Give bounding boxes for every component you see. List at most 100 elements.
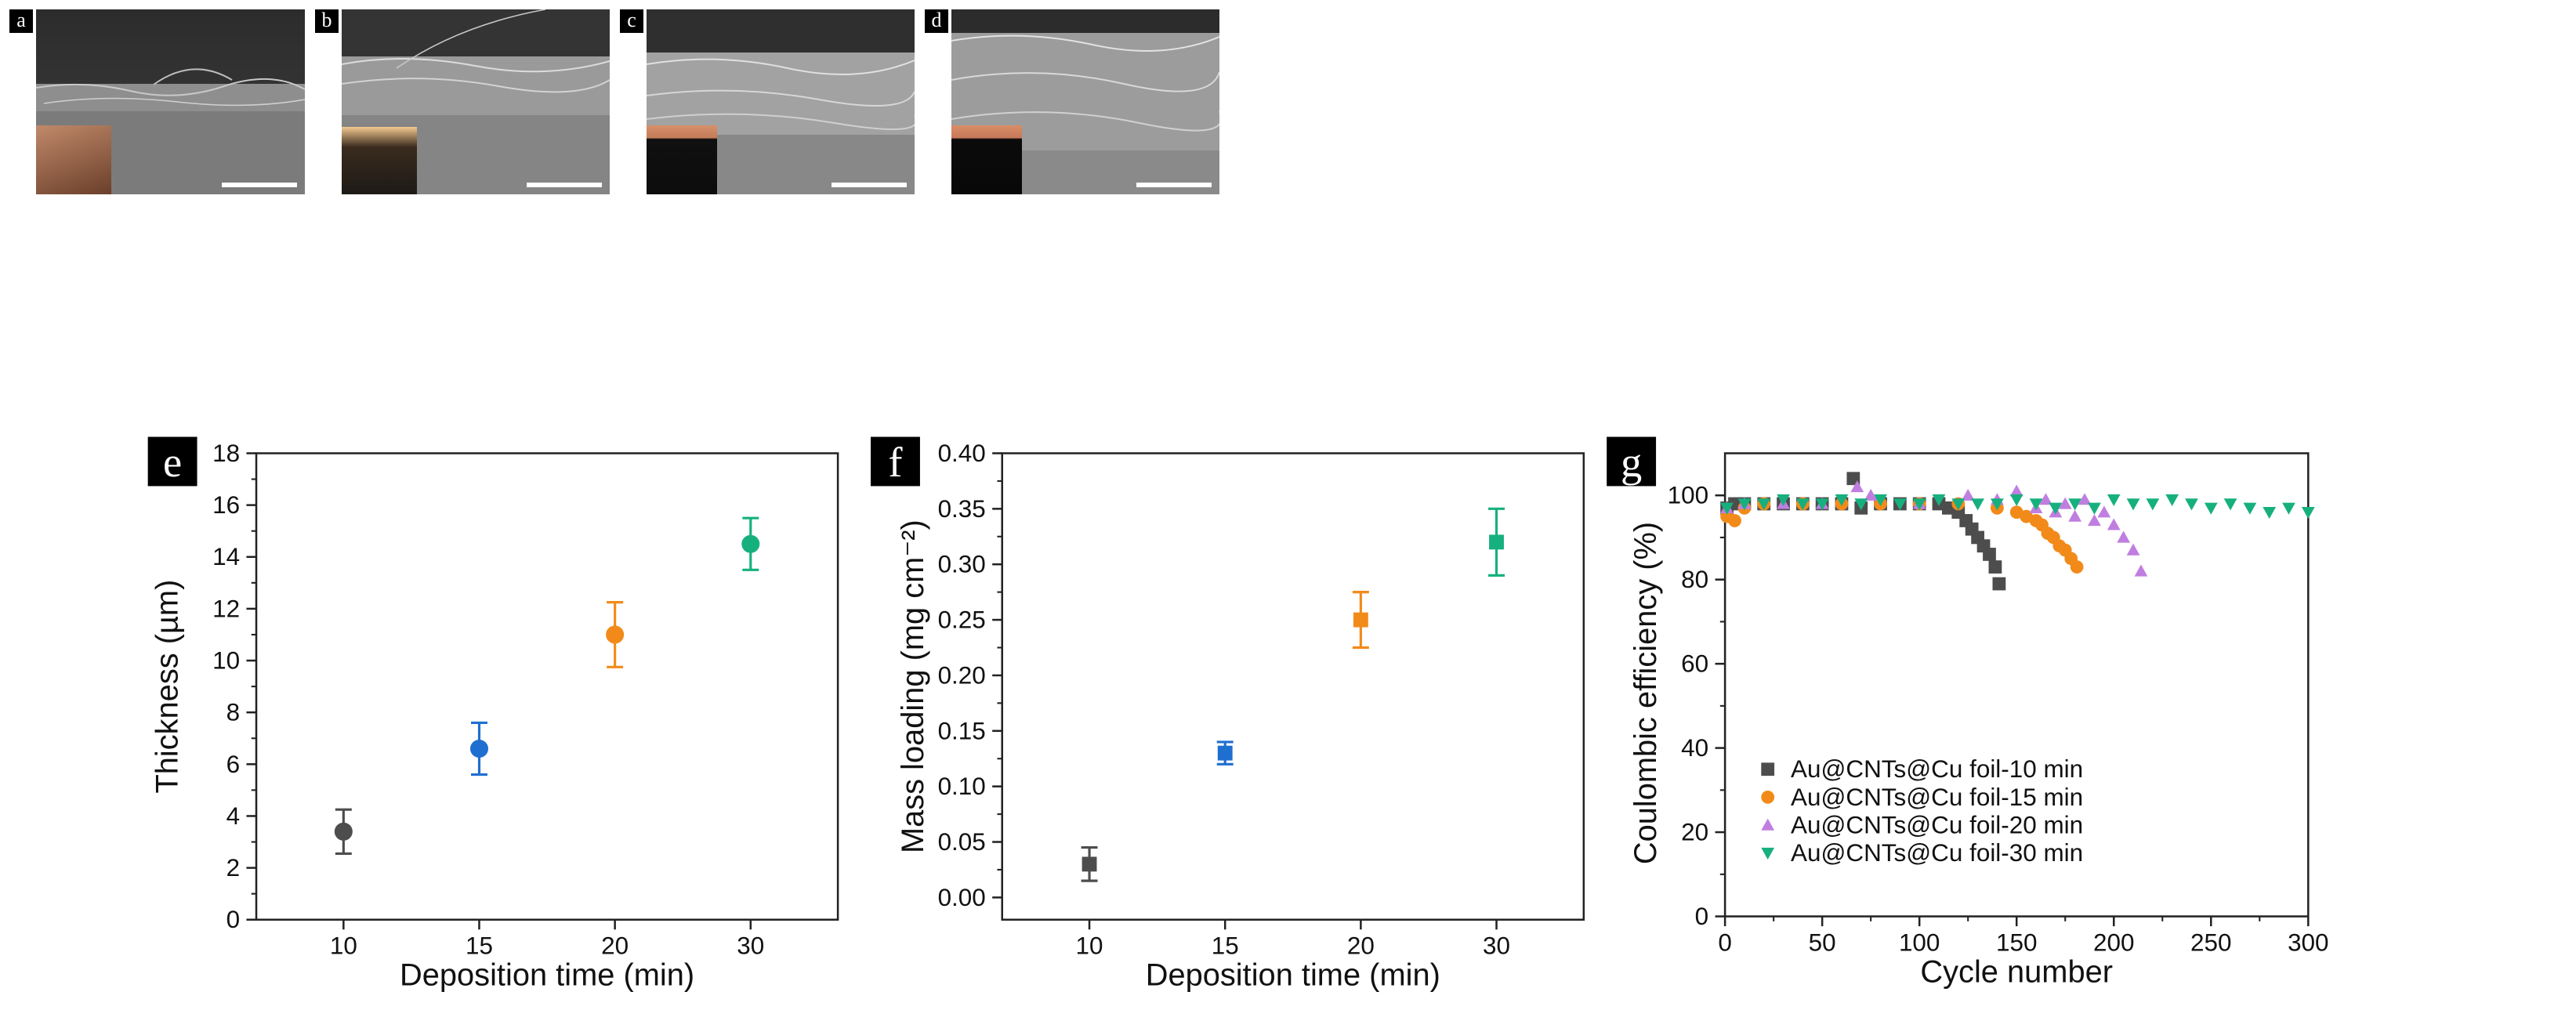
scale-bar-d [1136, 183, 1212, 187]
x-tick-label-g: 50 [1809, 929, 1836, 957]
legend-label-g: Au@CNTs@Cu foil-20 min [1791, 811, 2083, 838]
data-point-f [1217, 745, 1233, 761]
data-point-g [2039, 493, 2052, 505]
y-tick-label-e: 8 [226, 699, 240, 726]
photo-inset-c [647, 125, 717, 194]
plot-frame-f [1001, 452, 1585, 921]
panel-label-b: b [315, 9, 339, 33]
y-tick-label-f: 0.00 [938, 884, 986, 911]
data-point-g [1777, 494, 1790, 506]
data-point-g [2223, 498, 2237, 511]
y-tick-label-f: 0.40 [938, 440, 986, 467]
x-tick-label-g: 0 [1718, 929, 1731, 957]
data-point-f [1489, 534, 1504, 550]
y-tick-label-g: 0 [1695, 903, 1708, 930]
data-point-g [1893, 498, 1907, 511]
data-point-g [2107, 518, 2121, 530]
data-point-f [1081, 856, 1097, 872]
data-point-g [1951, 498, 1966, 511]
sem-panel-d [951, 9, 1219, 194]
photo-inset-a [36, 125, 111, 194]
data-point-g [2165, 494, 2179, 506]
y-tick-label-f: 0.05 [938, 828, 986, 856]
legend-marker-g [1761, 818, 1775, 831]
panel-label-d: d [925, 9, 948, 33]
x-tick-label-f: 15 [1212, 932, 1239, 960]
data-point-g [2117, 530, 2131, 543]
y-tick-label-g: 100 [1668, 482, 1708, 509]
data-point-g [2029, 498, 2043, 511]
data-point-g [1864, 488, 1878, 501]
data-point-g [1795, 498, 1810, 511]
data-point-g [2068, 498, 2082, 511]
panel-label-c: c [620, 9, 643, 33]
data-point-g [1971, 498, 1984, 511]
data-point-g [2058, 497, 2072, 509]
legend-label-g: Au@CNTs@Cu foil-10 min [1791, 755, 2083, 783]
y-tick-label-e: 2 [226, 854, 240, 881]
y-tick-label-f: 0.25 [938, 606, 986, 634]
y-tick-label-g: 40 [1681, 734, 1708, 762]
y-axis-label-e: Thickness (µm) [150, 580, 184, 794]
data-point-g [2301, 506, 2315, 519]
data-point-g [1720, 502, 1734, 515]
sem-image-b [342, 9, 610, 194]
x-axis-label-e: Deposition time (min) [400, 958, 694, 993]
y-tick-label-f: 0.10 [938, 773, 986, 800]
data-point-g [1983, 548, 1996, 561]
x-tick-label-g: 250 [2190, 929, 2231, 957]
y-tick-label-e: 12 [212, 595, 240, 622]
x-tick-label-f: 10 [1076, 932, 1103, 960]
data-point-g [2185, 498, 2198, 511]
photo-inset-b [342, 127, 417, 194]
scale-bar-a [222, 183, 297, 187]
photo-inset-d [951, 125, 1022, 194]
panel-label-e-bg [147, 436, 197, 487]
y-axis-label-f: Mass loading (mg cm⁻²) [896, 519, 930, 853]
x-axis-label-g: Cycle number [1920, 954, 2113, 989]
panel-label-e: e [163, 438, 182, 486]
x-tick-label-e: 15 [466, 932, 493, 960]
y-tick-label-e: 6 [226, 751, 240, 778]
y-tick-label-e: 16 [212, 491, 240, 519]
x-tick-label-e: 20 [601, 932, 629, 960]
data-point-g [2097, 505, 2111, 518]
y-tick-label-f: 0.20 [938, 661, 986, 689]
y-tick-label-e: 14 [212, 543, 240, 570]
data-point-g [2146, 498, 2160, 511]
data-point-e [606, 625, 625, 644]
data-point-g [1991, 498, 2004, 511]
x-tick-label-f: 30 [1483, 932, 1510, 960]
y-tick-label-g: 20 [1681, 819, 1708, 846]
panel-label-a: a [9, 9, 33, 33]
data-point-g [2009, 494, 2023, 506]
data-point-g [1992, 577, 2006, 591]
data-point-g [2126, 543, 2140, 556]
x-tick-label-f: 20 [1347, 932, 1375, 960]
data-point-g [2243, 502, 2257, 515]
data-point-g [1728, 514, 1741, 527]
y-tick-label-f: 0.35 [938, 495, 986, 523]
data-point-g [2263, 506, 2277, 519]
x-tick-label-g: 150 [1996, 929, 2037, 957]
legend-marker-g [1761, 847, 1775, 860]
data-point-g [2078, 493, 2092, 505]
y-tick-label-g: 60 [1681, 650, 1708, 678]
data-point-e [334, 822, 353, 841]
data-point-g [1835, 494, 1849, 506]
y-axis-label-g: Coulombic efficiency (%) [1629, 522, 1663, 864]
panel-label-f-bg [871, 436, 920, 487]
data-point-g [1988, 560, 2002, 574]
x-tick-label-g: 100 [1899, 929, 1940, 957]
legend-label-g: Au@CNTs@Cu foil-15 min [1791, 784, 2083, 811]
data-point-g [2009, 484, 2023, 497]
x-tick-label-e: 30 [737, 932, 764, 960]
x-tick-label-g: 300 [2288, 929, 2328, 957]
data-point-e [469, 739, 489, 758]
y-tick-label-g: 80 [1681, 566, 1708, 593]
data-point-g [1961, 488, 1975, 501]
panel-label-g-bg [1607, 436, 1657, 487]
data-point-g [2049, 502, 2063, 515]
sem-panel-b [342, 9, 610, 194]
